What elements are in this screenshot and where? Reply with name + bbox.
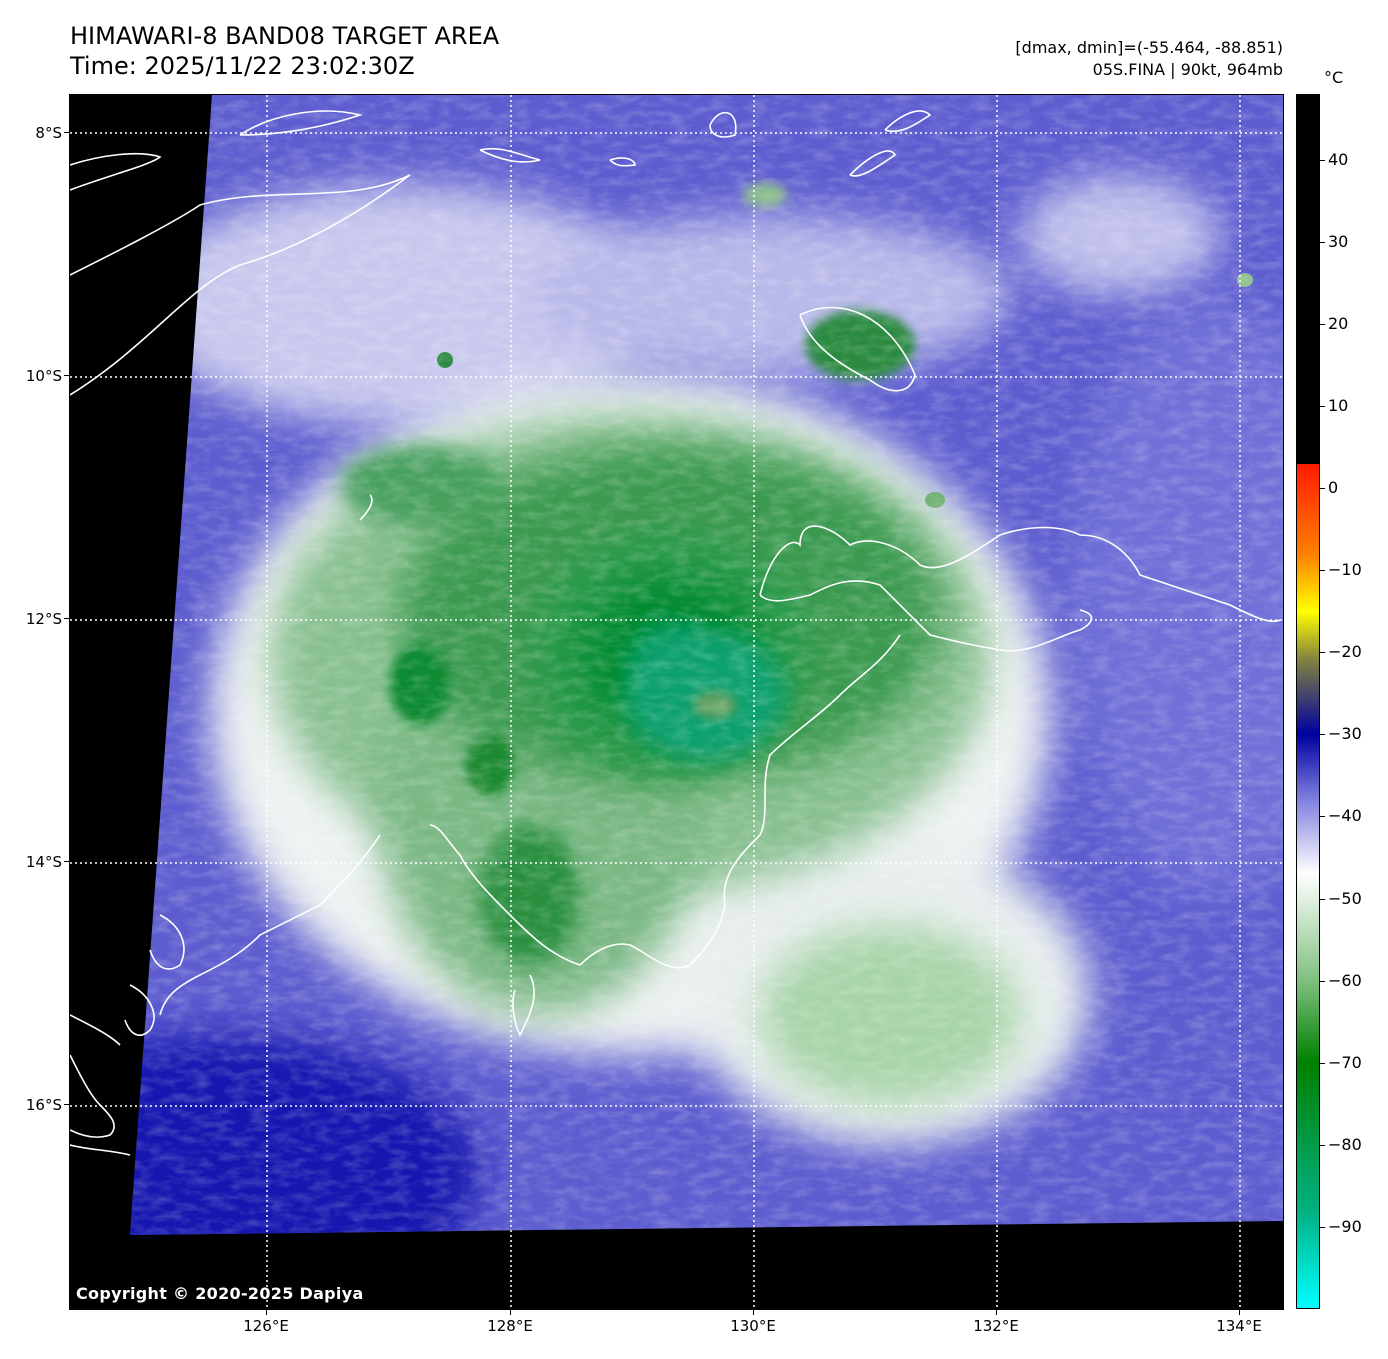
colorbar: [1296, 94, 1320, 1309]
colorbar-label: 10: [1328, 395, 1349, 415]
lat-label-8s: 8°S: [35, 124, 62, 142]
lon-label-130e: 130°E: [730, 1317, 776, 1335]
colorbar-label: −20: [1328, 642, 1362, 662]
temperature-range: [dmax, dmin]=(-55.464, -88.851): [1015, 38, 1283, 57]
lon-label-126e: 126°E: [243, 1317, 289, 1335]
copyright-notice: Copyright © 2020-2025 Dapiya: [76, 1284, 364, 1303]
colorbar-label: 0: [1328, 478, 1339, 498]
lat-label-14s: 14°S: [25, 853, 62, 871]
lon-label-134e: 134°E: [1216, 1317, 1262, 1335]
map-time: Time: 2025/11/22 23:02:30Z: [70, 52, 415, 80]
colorbar-label: −30: [1328, 724, 1362, 744]
satellite-map: [69, 94, 1284, 1310]
cloud-imagery: [130, 95, 1283, 1235]
satellite-image: [70, 95, 1283, 1309]
colorbar-label: −60: [1328, 970, 1362, 990]
colorbar-label: −10: [1328, 560, 1362, 580]
colorbar-unit: °C: [1324, 68, 1344, 87]
colorbar-label: −80: [1328, 1134, 1362, 1154]
lat-label-16s: 16°S: [25, 1096, 62, 1114]
map-title: HIMAWARI-8 BAND08 TARGET AREA: [70, 22, 500, 50]
lat-label-10s: 10°S: [25, 367, 62, 385]
colorbar-label: 40: [1328, 149, 1349, 169]
colorbar-label: −90: [1328, 1216, 1362, 1236]
colorbar-label: −50: [1328, 888, 1362, 908]
storm-info: 05S.FINA | 90kt, 964mb: [1092, 60, 1283, 79]
colorbar-label: 20: [1328, 313, 1349, 333]
colorbar-label: −40: [1328, 806, 1362, 826]
coastlines: [70, 110, 1281, 1156]
lon-label-128e: 128°E: [487, 1317, 533, 1335]
lat-label-12s: 12°S: [25, 610, 62, 628]
colorbar-label: 30: [1328, 231, 1349, 251]
colorbar-label: −70: [1328, 1052, 1362, 1072]
lon-label-132e: 132°E: [973, 1317, 1019, 1335]
